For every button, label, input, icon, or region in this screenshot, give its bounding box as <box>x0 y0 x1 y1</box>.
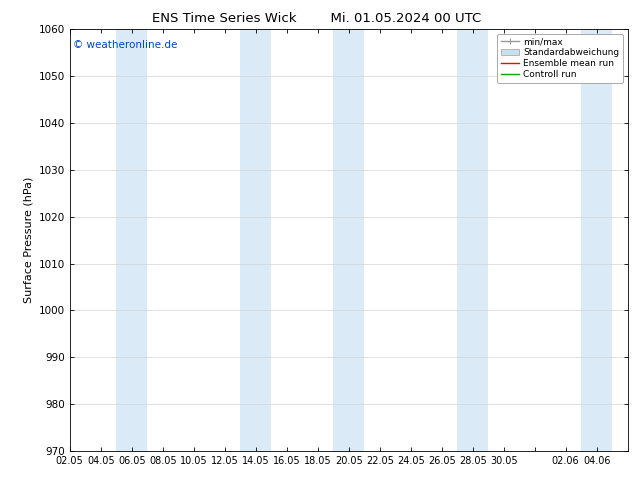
Bar <box>581 29 612 451</box>
Bar <box>240 29 271 451</box>
Text: ENS Time Series Wick        Mi. 01.05.2024 00 UTC: ENS Time Series Wick Mi. 01.05.2024 00 U… <box>152 12 482 25</box>
Y-axis label: Surface Pressure (hPa): Surface Pressure (hPa) <box>23 177 33 303</box>
Bar <box>457 29 488 451</box>
Bar <box>333 29 364 451</box>
Text: © weatheronline.de: © weatheronline.de <box>72 40 177 50</box>
Legend: min/max, Standardabweichung, Ensemble mean run, Controll run: min/max, Standardabweichung, Ensemble me… <box>497 34 623 82</box>
Bar <box>116 29 147 451</box>
